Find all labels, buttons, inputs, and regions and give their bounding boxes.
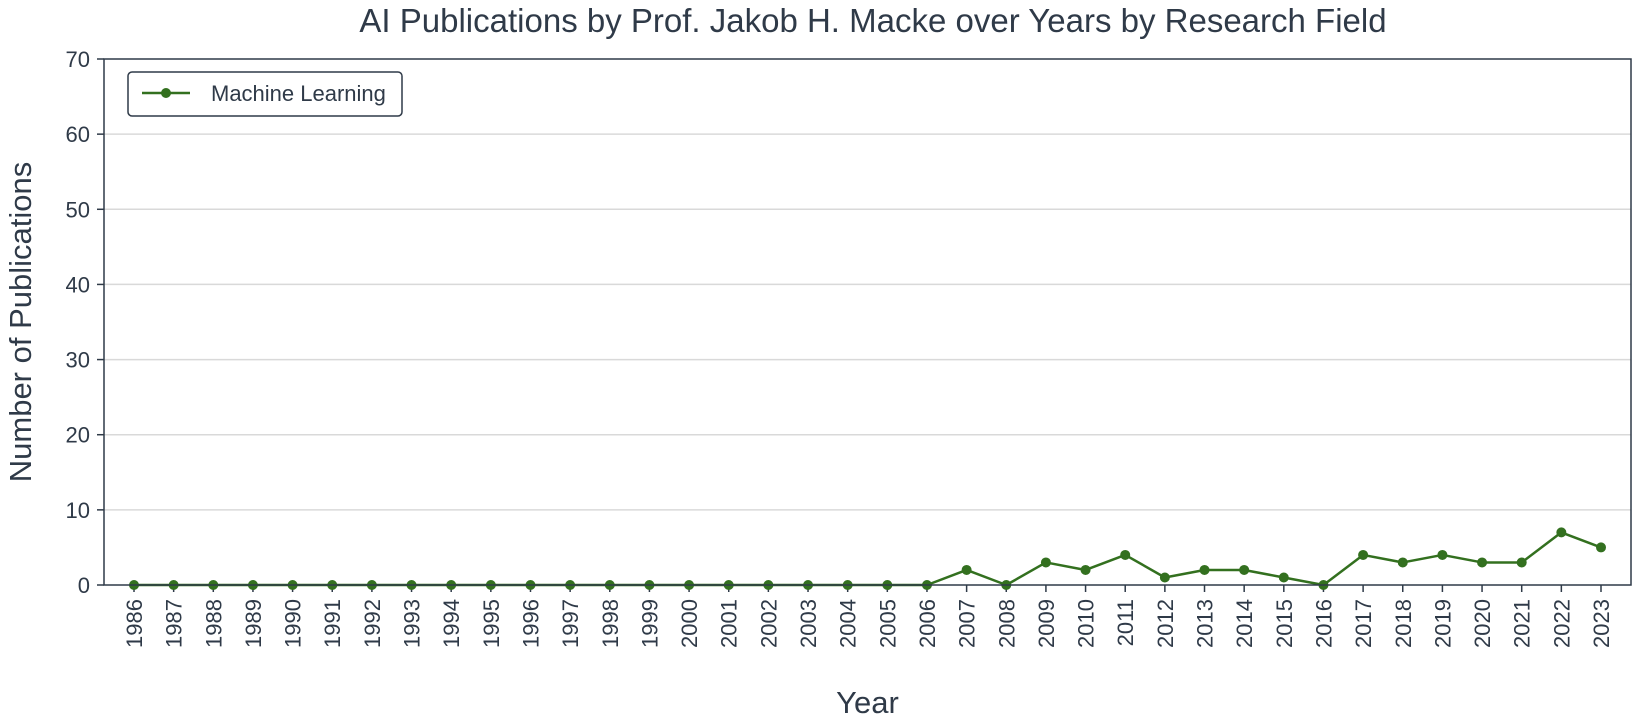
data-point xyxy=(1437,550,1447,560)
x-tick-label: 1998 xyxy=(598,599,623,648)
x-tick-label: 2017 xyxy=(1351,599,1376,648)
data-point xyxy=(1041,557,1051,567)
series-layer xyxy=(129,527,1606,590)
x-tick-label: 1996 xyxy=(518,599,543,648)
data-point xyxy=(1081,565,1091,575)
x-tick-label: 2012 xyxy=(1153,599,1178,648)
x-tick-label: 1995 xyxy=(479,599,504,648)
x-tick-label: 2015 xyxy=(1272,599,1297,648)
x-tick-label: 1994 xyxy=(439,599,464,648)
data-point xyxy=(962,565,972,575)
y-tick-label: 30 xyxy=(66,348,90,373)
x-tick-label: 2001 xyxy=(717,599,742,648)
data-point xyxy=(1120,550,1130,560)
x-axis: 1986 1987 1988 1989 1990 1991 1992 1993 1994 1995… xyxy=(122,585,1614,648)
y-tick-label: 50 xyxy=(66,197,90,222)
data-point xyxy=(1239,565,1249,575)
y-tick-label: 60 xyxy=(66,122,90,147)
y-tick-label: 10 xyxy=(66,498,90,523)
legend-series-marker xyxy=(161,88,171,98)
y-axis: 0 10 20 30 40 50 60 70 xyxy=(66,47,104,598)
x-tick-label: 2020 xyxy=(1470,599,1495,648)
grid-lines xyxy=(104,134,1631,510)
x-tick-label: 1989 xyxy=(241,599,266,648)
x-tick-label: 1993 xyxy=(400,599,425,648)
x-tick-label: 1988 xyxy=(201,599,226,648)
data-point xyxy=(1556,527,1566,537)
x-tick-label: 2006 xyxy=(915,599,940,648)
data-point xyxy=(1517,557,1527,567)
x-tick-label: 1991 xyxy=(320,599,345,648)
x-tick-label: 2002 xyxy=(756,599,781,648)
x-tick-label: 2022 xyxy=(1549,599,1574,648)
data-point xyxy=(1200,565,1210,575)
x-tick-label: 1992 xyxy=(360,599,385,648)
x-tick-label: 2009 xyxy=(1034,599,1059,648)
x-tick-label: 2021 xyxy=(1510,599,1535,648)
data-point xyxy=(1477,557,1487,567)
data-point xyxy=(1160,572,1170,582)
y-tick-label: 20 xyxy=(66,423,90,448)
x-tick-label: 2008 xyxy=(994,599,1019,648)
chart-title: AI Publications by Prof. Jakob H. Macke … xyxy=(359,2,1386,39)
x-tick-label: 2003 xyxy=(796,599,821,648)
x-tick-label: 1987 xyxy=(162,599,187,648)
plot-frame xyxy=(104,59,1631,585)
x-tick-label: 1986 xyxy=(122,599,147,648)
x-tick-label: 2010 xyxy=(1074,599,1099,648)
legend-entry-label: Machine Learning xyxy=(211,81,386,106)
x-tick-label: 1999 xyxy=(637,599,662,648)
x-tick-label: 1997 xyxy=(558,599,583,648)
x-tick-label: 2018 xyxy=(1391,599,1416,648)
legend: Machine Learning xyxy=(128,72,402,116)
series-line xyxy=(134,532,1601,585)
x-tick-label: 2019 xyxy=(1430,599,1455,648)
x-tick-label: 2011 xyxy=(1113,599,1138,646)
data-point xyxy=(1596,542,1606,552)
y-tick-label: 70 xyxy=(66,47,90,72)
x-axis-label: Year xyxy=(836,685,899,720)
x-tick-label: 2007 xyxy=(955,599,980,648)
y-axis-label: Number of Publications xyxy=(3,162,38,483)
data-point xyxy=(1398,557,1408,567)
x-tick-label: 2023 xyxy=(1589,599,1614,648)
x-tick-label: 2014 xyxy=(1232,599,1257,648)
y-tick-label: 40 xyxy=(66,272,90,297)
x-tick-label: 2005 xyxy=(875,599,900,648)
data-point xyxy=(1358,550,1368,560)
x-tick-label: 2016 xyxy=(1311,599,1336,648)
x-tick-label: 2004 xyxy=(836,599,861,648)
data-point xyxy=(1279,572,1289,582)
x-tick-label: 2013 xyxy=(1193,599,1218,648)
x-tick-label: 1990 xyxy=(281,599,306,648)
y-tick-label: 0 xyxy=(78,573,90,598)
x-tick-label: 2000 xyxy=(677,599,702,648)
